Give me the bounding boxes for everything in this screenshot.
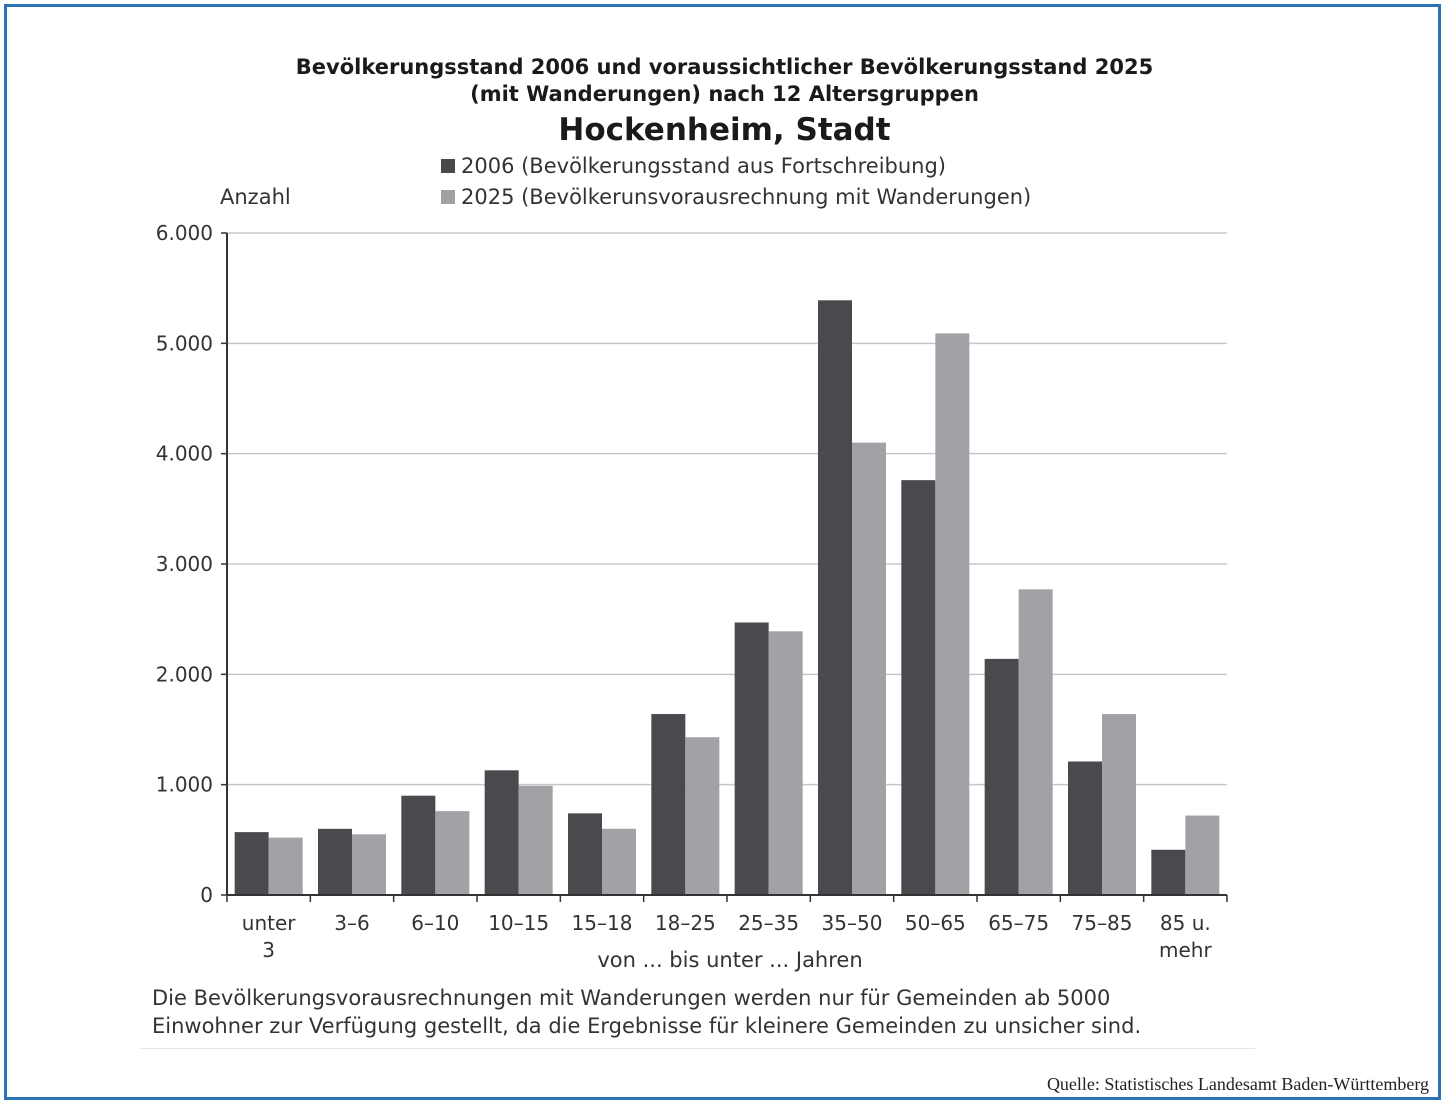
y-tick-label: 4.000 xyxy=(156,442,213,466)
y-tick-label: 6.000 xyxy=(156,221,213,245)
y-axis-label: Anzahl xyxy=(220,185,291,209)
x-tick-label: 3 xyxy=(262,938,275,962)
chart-subtitle: Hockenheim, Stadt xyxy=(558,112,891,148)
x-tick-label: 25–35 xyxy=(738,911,799,935)
x-tick-label: 65–75 xyxy=(988,911,1049,935)
x-tick-label: 75–85 xyxy=(1072,911,1133,935)
legend-item-2025: 2025 (Bevölkerunsvorausrechnung mit Wand… xyxy=(441,185,1031,209)
x-tick-label: 3–6 xyxy=(334,911,369,935)
footnote: Die Bevölkerungsvorausrechnungen mit Wan… xyxy=(152,984,1212,1040)
bar-2025 xyxy=(268,837,303,895)
x-tick-label: 50–65 xyxy=(905,911,966,935)
bar-2006 xyxy=(568,813,602,895)
bar-2025 xyxy=(935,333,970,895)
bar-2006 xyxy=(901,480,936,895)
x-tick-label: 35–50 xyxy=(822,911,883,935)
bar-2025 xyxy=(852,442,886,895)
source-credit: Quelle: Statistisches Landesamt Baden-Wü… xyxy=(1046,1074,1429,1094)
bar-2025 xyxy=(518,785,553,895)
bar-2006 xyxy=(984,658,1019,895)
x-tick-label: 10–15 xyxy=(488,911,549,935)
legend-item-2006: 2006 (Bevölkerungsstand aus Fortschreibu… xyxy=(441,154,946,178)
y-tick-label: 0 xyxy=(200,883,213,907)
bar-2025 xyxy=(352,834,386,895)
chart-title: Bevölkerungsstand 2006 und voraussichtli… xyxy=(295,55,1154,79)
legend-swatch-2025 xyxy=(441,190,455,204)
legend-label-2006: 2006 (Bevölkerungsstand aus Fortschreibu… xyxy=(461,154,946,178)
y-tick-label: 2.000 xyxy=(156,662,213,686)
footnote-divider xyxy=(140,1048,1255,1049)
footnote-line-2: Einwohner zur Verfügung gestellt, da die… xyxy=(152,1014,1142,1038)
bar-2025 xyxy=(602,828,636,895)
bar-2025 xyxy=(1102,714,1136,895)
x-tick-label: mehr xyxy=(1159,938,1212,962)
bar-2025 xyxy=(1185,815,1220,895)
y-tick-label: 3.000 xyxy=(156,552,213,576)
bar-2006 xyxy=(318,828,352,895)
bar-2006 xyxy=(234,832,269,895)
legend-swatch-2006 xyxy=(441,159,455,173)
bar-2025 xyxy=(768,631,803,895)
legend-label-2025: 2025 (Bevölkerunsvorausrechnung mit Wand… xyxy=(461,185,1032,209)
bar-2006 xyxy=(484,770,519,895)
y-tick-label: 1.000 xyxy=(156,773,213,797)
figure-frame xyxy=(4,4,1441,1100)
bar-2006 xyxy=(401,795,436,895)
x-tick-label: 15–18 xyxy=(572,911,633,935)
x-tick-label: 85 u. xyxy=(1160,911,1211,935)
x-tick-label: unter xyxy=(242,911,296,935)
y-tick-label: 5.000 xyxy=(156,331,213,355)
x-tick-label: 18–25 xyxy=(655,911,716,935)
x-tick-label: 6–10 xyxy=(411,911,459,935)
bar-2006 xyxy=(1151,849,1186,895)
bar-2025 xyxy=(685,737,720,895)
bar-2006 xyxy=(734,622,769,895)
bar-2025 xyxy=(1018,589,1053,895)
bar-2025 xyxy=(435,811,470,895)
bar-2006 xyxy=(651,714,686,895)
footnote-line-1: Die Bevölkerungsvorausrechnungen mit Wan… xyxy=(152,986,1111,1010)
x-axis-label: von ... bis unter ... Jahren xyxy=(597,948,863,972)
bar-2006 xyxy=(1068,761,1102,895)
chart-title-line2: (mit Wanderungen) nach 12 Altersgruppen xyxy=(470,82,979,106)
bar-2006 xyxy=(818,300,852,895)
